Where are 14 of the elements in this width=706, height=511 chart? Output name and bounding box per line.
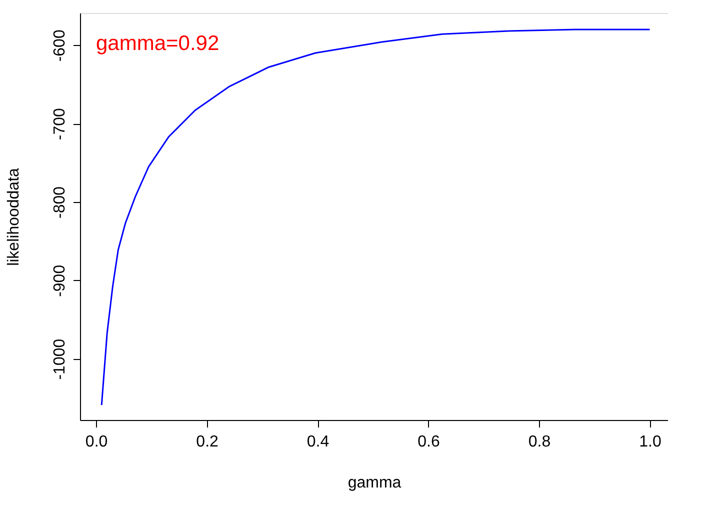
- y-tick-label: -900: [52, 264, 68, 297]
- y-tick-label: -700: [52, 108, 68, 140]
- x-tick-label: 0.0: [85, 434, 108, 450]
- annotation: gamma=0.92: [96, 32, 220, 55]
- y-axis-title: likelihooddata: [6, 168, 22, 266]
- x-axis-title: gamma: [348, 474, 402, 492]
- x-tick-label: 0.2: [196, 434, 219, 450]
- x-tick-label: 0.8: [528, 434, 551, 450]
- y-tick-label: -600: [52, 30, 68, 62]
- y-tick-label: -1000: [52, 338, 68, 380]
- x-tick-label: 1.0: [639, 434, 662, 450]
- x-tick-label: 0.6: [418, 434, 440, 450]
- y-tick-label: -800: [52, 186, 68, 219]
- x-tick-label: 0.4: [306, 434, 330, 450]
